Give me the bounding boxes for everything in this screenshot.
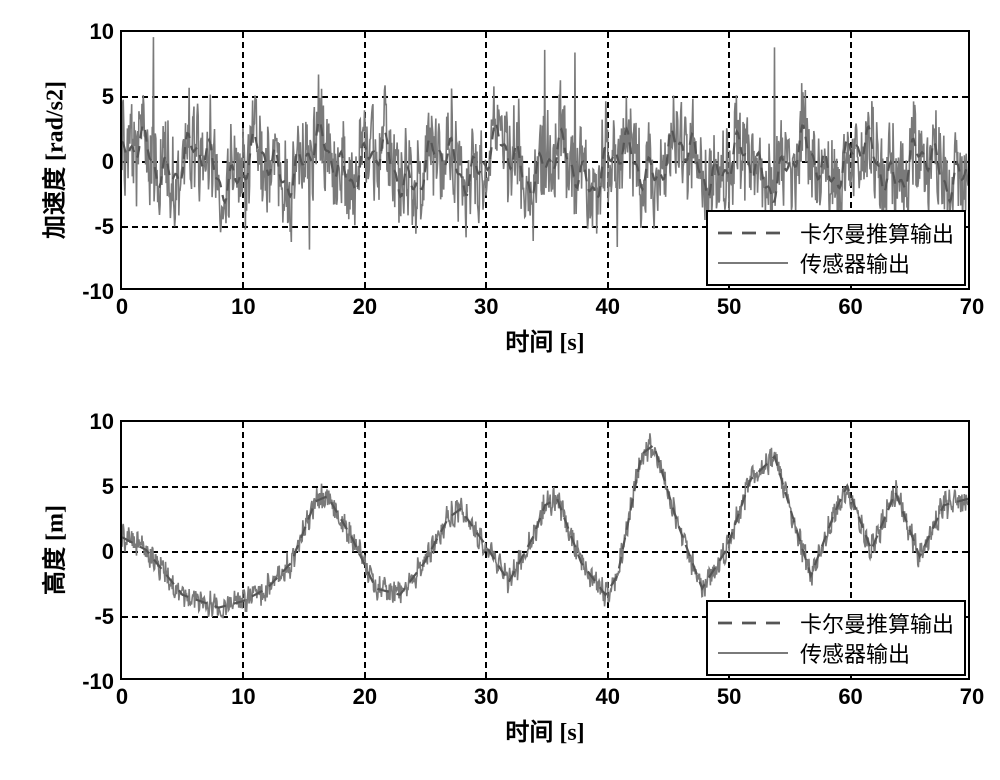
ytick-label: 5	[102, 474, 114, 500]
xtick-label: 0	[116, 684, 128, 710]
xtick-label: 70	[960, 294, 984, 320]
xtick-label: 60	[838, 294, 862, 320]
xtick-label: 50	[717, 294, 741, 320]
xtick-label: 30	[474, 684, 498, 710]
y-axis-label: 加速度 [rad/s2]	[35, 81, 70, 239]
legend-swatch	[718, 223, 788, 243]
legend-item: 传感器输出	[718, 638, 954, 668]
legend: 卡尔曼推算输出传感器输出	[706, 600, 966, 676]
xtick-label: 40	[595, 684, 619, 710]
xtick-label: 30	[474, 294, 498, 320]
series-kalman	[122, 445, 968, 608]
xtick-label: 20	[353, 684, 377, 710]
chart-height: -10-50510010203040506070高度 [m]时间 [s]卡尔曼推…	[120, 420, 970, 680]
ytick-label: -5	[94, 604, 114, 630]
ytick-label: -5	[94, 214, 114, 240]
xtick-label: 0	[116, 294, 128, 320]
xtick-label: 20	[353, 294, 377, 320]
ytick-label: 0	[102, 539, 114, 565]
plot-area: -10-50510010203040506070高度 [m]时间 [s]卡尔曼推…	[120, 420, 970, 680]
legend-label: 卡尔曼推算输出	[800, 217, 954, 249]
plot-area: -10-50510010203040506070加速度 [rad/s2]时间 […	[120, 30, 970, 290]
chart-acceleration: -10-50510010203040506070加速度 [rad/s2]时间 […	[120, 30, 970, 290]
xtick-label: 10	[231, 294, 255, 320]
ytick-label: -10	[82, 669, 114, 695]
x-axis-label: 时间 [s]	[505, 712, 584, 747]
legend-label: 卡尔曼推算输出	[800, 607, 954, 639]
legend-item: 卡尔曼推算输出	[718, 608, 954, 638]
page: { "figure": { "width": 1000, "height": 7…	[0, 0, 1000, 780]
legend-label: 传感器输出	[800, 637, 910, 669]
ytick-label: 10	[90, 409, 114, 435]
xtick-label: 40	[595, 294, 619, 320]
xtick-label: 50	[717, 684, 741, 710]
xtick-label: 70	[960, 684, 984, 710]
ytick-label: -10	[82, 279, 114, 305]
ytick-label: 5	[102, 84, 114, 110]
legend-label: 传感器输出	[800, 247, 910, 279]
xtick-label: 60	[838, 684, 862, 710]
ytick-label: 0	[102, 149, 114, 175]
legend-item: 卡尔曼推算输出	[718, 218, 954, 248]
y-axis-label: 高度 [m]	[35, 505, 70, 595]
x-axis-label: 时间 [s]	[505, 322, 584, 357]
legend-swatch	[718, 643, 788, 663]
legend-swatch	[718, 253, 788, 273]
series-sensor	[122, 433, 968, 617]
ytick-label: 10	[90, 19, 114, 45]
legend: 卡尔曼推算输出传感器输出	[706, 210, 966, 286]
xtick-label: 10	[231, 684, 255, 710]
legend-item: 传感器输出	[718, 248, 954, 278]
legend-swatch	[718, 613, 788, 633]
